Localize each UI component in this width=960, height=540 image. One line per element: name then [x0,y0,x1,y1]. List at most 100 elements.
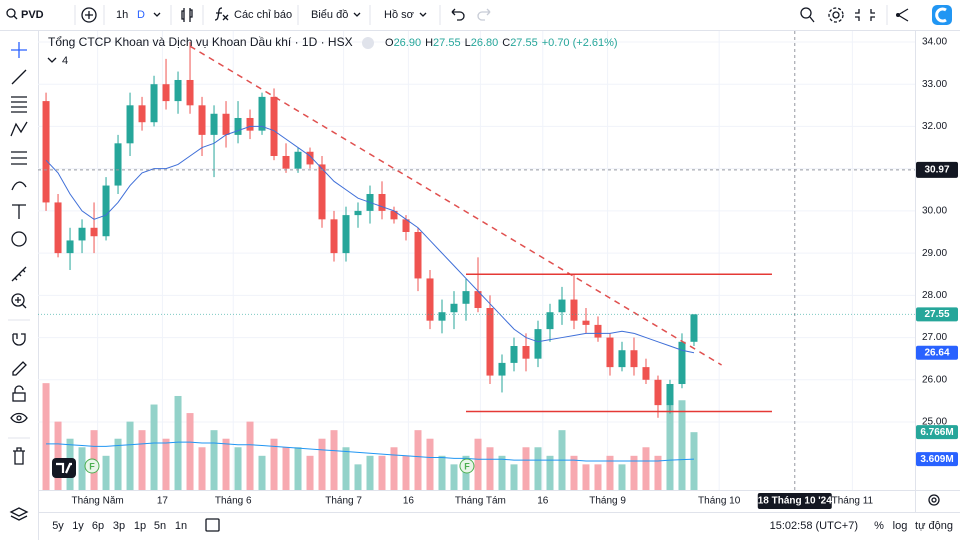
x-tick-label: Tháng 9 [589,496,626,507]
candle-body [138,105,146,123]
measure-tool[interactable] [11,266,27,282]
crosshair-price: 30.97 [924,165,949,176]
volume-ma-line [46,441,695,462]
hide-tool-part [16,415,22,421]
tv-logo-mark [56,462,72,474]
settings-icon[interactable] [832,11,840,19]
auto-toggle[interactable]: tự động [915,520,953,532]
trend-line-tool[interactable] [11,69,27,85]
chart-style-icon[interactable] [181,8,193,22]
candle-body [630,350,638,368]
legend-o: 26.90 [394,37,422,49]
candle-body [270,96,278,156]
undo[interactable] [451,8,465,21]
range-button[interactable]: 5y [52,520,64,532]
price-tag-label: 6.766M [920,427,953,438]
candle-body [78,227,86,241]
search-icon[interactable] [6,8,16,18]
event-marker[interactable] [459,458,475,474]
candle-body [186,79,194,106]
redo[interactable] [477,8,491,21]
app-logo[interactable] [932,5,952,25]
volume-bar [690,432,698,490]
icon-tool[interactable] [11,231,27,247]
alert-icon[interactable] [800,7,812,19]
projection-tool[interactable] [11,151,27,165]
magnet-tool[interactable] [12,333,26,346]
chart-type-chevron[interactable] [353,12,361,17]
stay-drawing-tool[interactable] [12,361,27,376]
candle-body [390,210,398,220]
range-button[interactable]: 1n [175,520,187,532]
axis-settings[interactable] [928,494,940,506]
brush-tool[interactable] [11,181,27,191]
range-button[interactable]: 1p [134,520,146,532]
legend-collapse[interactable] [47,57,57,63]
volume-bar [390,447,398,490]
range-button[interactable]: 5n [154,520,166,532]
symbol[interactable]: PVD [21,9,44,21]
candle-body [498,362,506,376]
x-tick-label: Tháng 6 [215,496,252,507]
range-button[interactable]: 3p [113,520,125,532]
alert-icon-part [809,16,815,23]
range-button[interactable]: 6p [92,520,104,532]
candle-body [522,346,530,359]
volume-bar [234,447,242,490]
volume-bar [258,455,266,490]
indicators-button[interactable]: Các chỉ báo [234,9,292,21]
volume-bar [678,400,686,490]
date-range-icon[interactable] [205,518,220,532]
chart-type-button[interactable]: Biểu đồ [311,9,348,21]
x-tick-label: Tháng Năm [72,496,124,507]
zoom-tool[interactable] [11,293,25,307]
volume-bar [354,464,362,490]
candle-body [234,117,242,135]
fullscreen-icon[interactable] [855,9,875,21]
volume-bar [174,395,182,490]
volume-bar [582,464,590,490]
lock-tool[interactable] [12,392,26,402]
event-label: F [464,461,470,471]
ma-line [45,125,695,354]
crosshair-time: 18 Tháng 10 '24 [758,496,833,507]
candle-body [438,312,446,321]
volume-bar [378,455,386,490]
volume-bar [42,383,50,490]
profile-button[interactable]: Hồ sơ [384,9,414,21]
range-button[interactable]: 1y [72,520,84,532]
volume-bar [630,455,638,490]
percent-toggle[interactable]: % [874,520,884,532]
crosshair-tool[interactable] [11,42,27,58]
legend-l: 26.80 [471,37,499,49]
delete-tool[interactable] [13,447,25,465]
candle-body [486,308,494,376]
object-tree[interactable] [9,507,29,521]
volume-bar [534,447,542,490]
overlay: Tổng CTCP Khoan và Dịch vụ Khoan Dầu khí… [47,35,958,532]
interval-chevron[interactable] [153,12,161,17]
price-tag-label: 27.55 [924,309,949,320]
hide-tool[interactable] [10,412,28,424]
volume-bar [546,455,554,490]
legend-toggle[interactable] [362,37,374,49]
y-tick-label: 33.00 [922,79,947,90]
event-marker[interactable] [84,458,100,474]
interval-d[interactable]: D [137,9,145,21]
profile-chevron[interactable] [419,12,427,17]
volume-bar [114,438,122,490]
clock: 15:02:58 (UTC+7) [770,520,858,532]
fib-tool[interactable] [11,96,27,113]
volume-bar [594,464,602,490]
interval-1h[interactable]: 1h [116,9,128,21]
candle-body [402,219,410,232]
text-tool[interactable] [12,204,26,219]
candle-body [342,215,350,254]
add-symbol[interactable] [81,7,97,23]
log-toggle[interactable]: log [893,520,908,532]
indicators-icon[interactable] [214,7,229,21]
volume-bar [438,455,446,490]
pattern-tool[interactable] [10,121,28,137]
price-tag [916,345,958,360]
